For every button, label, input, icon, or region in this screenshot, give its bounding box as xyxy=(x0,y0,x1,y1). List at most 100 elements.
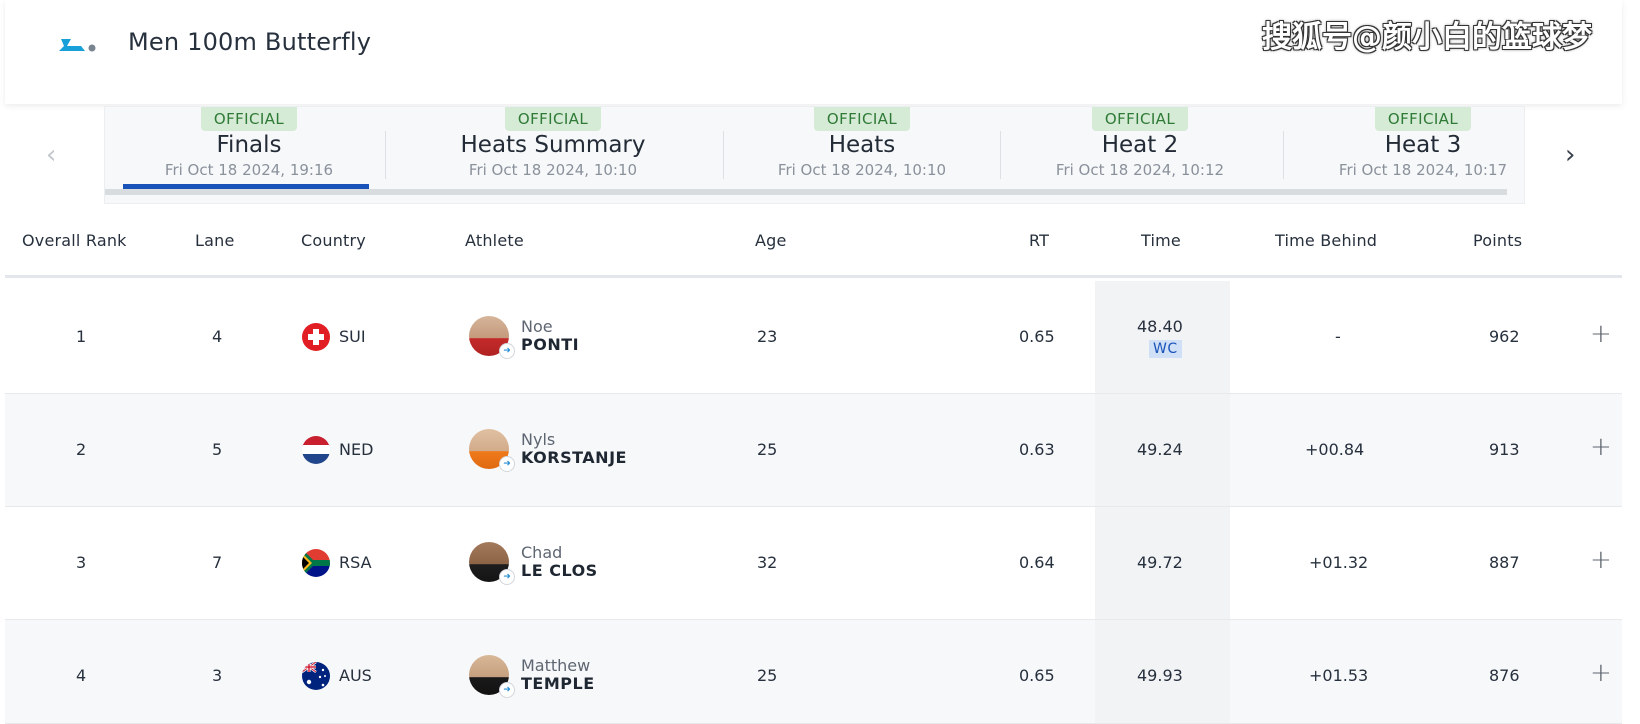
rank-cell: 1 xyxy=(76,327,87,346)
points-cell: 913 xyxy=(1489,440,1520,459)
official-badge: OFFICIAL xyxy=(1091,107,1189,131)
world-record-badge: WC xyxy=(1149,340,1182,358)
athlete-first-name[interactable]: Nyls xyxy=(521,430,556,449)
rank-cell: 2 xyxy=(76,440,87,459)
time-cell: 49.24 xyxy=(1137,440,1183,459)
tabs-scrollbar[interactable] xyxy=(105,189,1507,195)
points-cell: 887 xyxy=(1489,553,1520,572)
athlete-last-name[interactable]: TEMPLE xyxy=(521,674,595,693)
lane-cell: 4 xyxy=(212,327,223,346)
time-column-highlight xyxy=(1095,507,1230,619)
tab-date: Fri Oct 18 2024, 19:16 xyxy=(164,161,334,179)
tab-divider xyxy=(1000,131,1001,179)
country-code: AUS xyxy=(339,666,372,685)
switzerland-flag-icon xyxy=(302,323,330,351)
athlete-link-icon[interactable]: ➜ xyxy=(499,343,515,359)
tab-heats[interactable]: OFFICIAL Heats Fri Oct 18 2024, 10:10 xyxy=(733,107,991,203)
expand-row-plus-icon[interactable]: + xyxy=(1590,658,1612,688)
rank-cell: 4 xyxy=(76,666,87,685)
time-behind-cell: - xyxy=(1335,327,1341,346)
expand-row-plus-icon[interactable]: + xyxy=(1590,432,1612,462)
age-cell: 25 xyxy=(757,440,778,459)
table-row[interactable]: 3 7 RSA ➜ Chad LE CLOS 32 0.64 49.72 +01… xyxy=(5,507,1622,620)
official-badge: OFFICIAL xyxy=(1374,107,1472,131)
tab-finals[interactable]: OFFICIAL Finals Fri Oct 18 2024, 19:16 xyxy=(127,107,371,203)
tab-heat-2[interactable]: OFFICIAL Heat 2 Fri Oct 18 2024, 10:12 xyxy=(1010,107,1270,203)
tab-date: Fri Oct 18 2024, 10:17 xyxy=(1338,161,1508,179)
tab-date: Fri Oct 18 2024, 10:10 xyxy=(468,161,638,179)
rank-cell: 3 xyxy=(76,553,87,572)
column-header-overall-rank[interactable]: Overall Rank xyxy=(22,231,127,250)
reaction-time-cell: 0.64 xyxy=(1019,553,1055,572)
time-column-highlight xyxy=(1095,394,1230,506)
tabs-prev-arrow-icon[interactable]: ‹ xyxy=(46,140,57,170)
official-badge: OFFICIAL xyxy=(813,107,911,131)
time-behind-cell: +00.84 xyxy=(1305,440,1365,459)
column-header-athlete[interactable]: Athlete xyxy=(465,231,524,250)
column-header-age[interactable]: Age xyxy=(755,231,787,250)
column-header-rt[interactable]: RT xyxy=(1029,231,1050,250)
australia-flag-icon xyxy=(302,662,330,690)
lane-cell: 5 xyxy=(212,440,223,459)
time-behind-cell: +01.53 xyxy=(1309,666,1369,685)
time-cell: 48.40 xyxy=(1137,317,1183,336)
event-title: Men 100m Butterfly xyxy=(128,28,372,56)
tabs-next-arrow-icon[interactable]: › xyxy=(1565,140,1576,170)
athlete-link-icon[interactable]: ➜ xyxy=(499,569,515,585)
age-cell: 32 xyxy=(757,553,778,572)
tab-divider xyxy=(723,131,724,179)
expand-row-plus-icon[interactable]: + xyxy=(1590,545,1612,575)
athlete-first-name[interactable]: Matthew xyxy=(521,656,591,675)
lane-cell: 3 xyxy=(212,666,223,685)
active-tab-indicator xyxy=(123,184,369,189)
tab-divider xyxy=(385,131,386,179)
age-cell: 23 xyxy=(757,327,778,346)
points-cell: 962 xyxy=(1489,327,1520,346)
expand-row-plus-icon[interactable]: + xyxy=(1590,319,1612,349)
column-header-lane[interactable]: Lane xyxy=(195,231,235,250)
country-code: NED xyxy=(339,440,374,459)
time-column-highlight xyxy=(1095,620,1230,723)
tab-heats-summary[interactable]: OFFICIAL Heats Summary Fri Oct 18 2024, … xyxy=(395,107,711,203)
table-row[interactable]: 2 5 NED ➜ Nyls KORSTANJE 25 0.63 49.24 +… xyxy=(5,394,1622,507)
tab-label: Heat 3 xyxy=(1384,132,1462,158)
netherlands-flag-icon xyxy=(302,436,330,464)
column-header-country[interactable]: Country xyxy=(301,231,366,250)
tab-date: Fri Oct 18 2024, 10:10 xyxy=(777,161,947,179)
lane-cell: 7 xyxy=(212,553,223,572)
tab-label: Heats xyxy=(828,132,896,158)
official-badge: OFFICIAL xyxy=(504,107,602,131)
athlete-link-icon[interactable]: ➜ xyxy=(499,456,515,472)
athlete-last-name[interactable]: LE CLOS xyxy=(521,561,598,580)
athlete-link-icon[interactable]: ➜ xyxy=(499,682,515,698)
time-cell: 49.72 xyxy=(1137,553,1183,572)
tab-date: Fri Oct 18 2024, 10:12 xyxy=(1055,161,1225,179)
column-header-time[interactable]: Time xyxy=(1141,231,1181,250)
swimmer-logo-icon xyxy=(59,39,96,52)
table-row[interactable]: 4 3 AUS ➜ Matthew TEMPLE 25 0.65 49.93 +… xyxy=(5,620,1622,724)
south-africa-flag-icon xyxy=(302,549,330,577)
time-column-highlight xyxy=(1095,281,1230,393)
country-code: RSA xyxy=(339,553,372,572)
athlete-first-name[interactable]: Noe xyxy=(521,317,553,336)
watermark: 搜狐号@颜小白的篮球梦 xyxy=(1262,20,1592,55)
tab-divider xyxy=(1283,131,1284,179)
reaction-time-cell: 0.65 xyxy=(1019,666,1055,685)
results-table-header: Overall Rank Lane Country Athlete Age RT… xyxy=(5,210,1622,278)
time-cell: 49.93 xyxy=(1137,666,1183,685)
athlete-first-name[interactable]: Chad xyxy=(521,543,563,562)
reaction-time-cell: 0.65 xyxy=(1019,327,1055,346)
time-behind-cell: +01.32 xyxy=(1309,553,1369,572)
tab-heat-3[interactable]: OFFICIAL Heat 3 Fri Oct 18 2024, 10:17 xyxy=(1293,107,1553,203)
table-row[interactable]: 1 4 SUI ➜ Noe PONTI 23 0.65 48.40 WC - 9… xyxy=(5,281,1622,394)
reaction-time-cell: 0.63 xyxy=(1019,440,1055,459)
column-header-points[interactable]: Points xyxy=(1473,231,1523,250)
tab-label: Finals xyxy=(216,132,282,158)
athlete-last-name[interactable]: KORSTANJE xyxy=(521,448,627,467)
tab-label: Heat 2 xyxy=(1101,132,1179,158)
points-cell: 876 xyxy=(1489,666,1520,685)
column-header-time-behind[interactable]: Time Behind xyxy=(1275,231,1378,250)
athlete-last-name[interactable]: PONTI xyxy=(521,335,580,354)
event-header: Men 100m Butterfly 搜狐号@颜小白的篮球梦 xyxy=(5,0,1622,104)
official-badge: OFFICIAL xyxy=(200,107,298,131)
